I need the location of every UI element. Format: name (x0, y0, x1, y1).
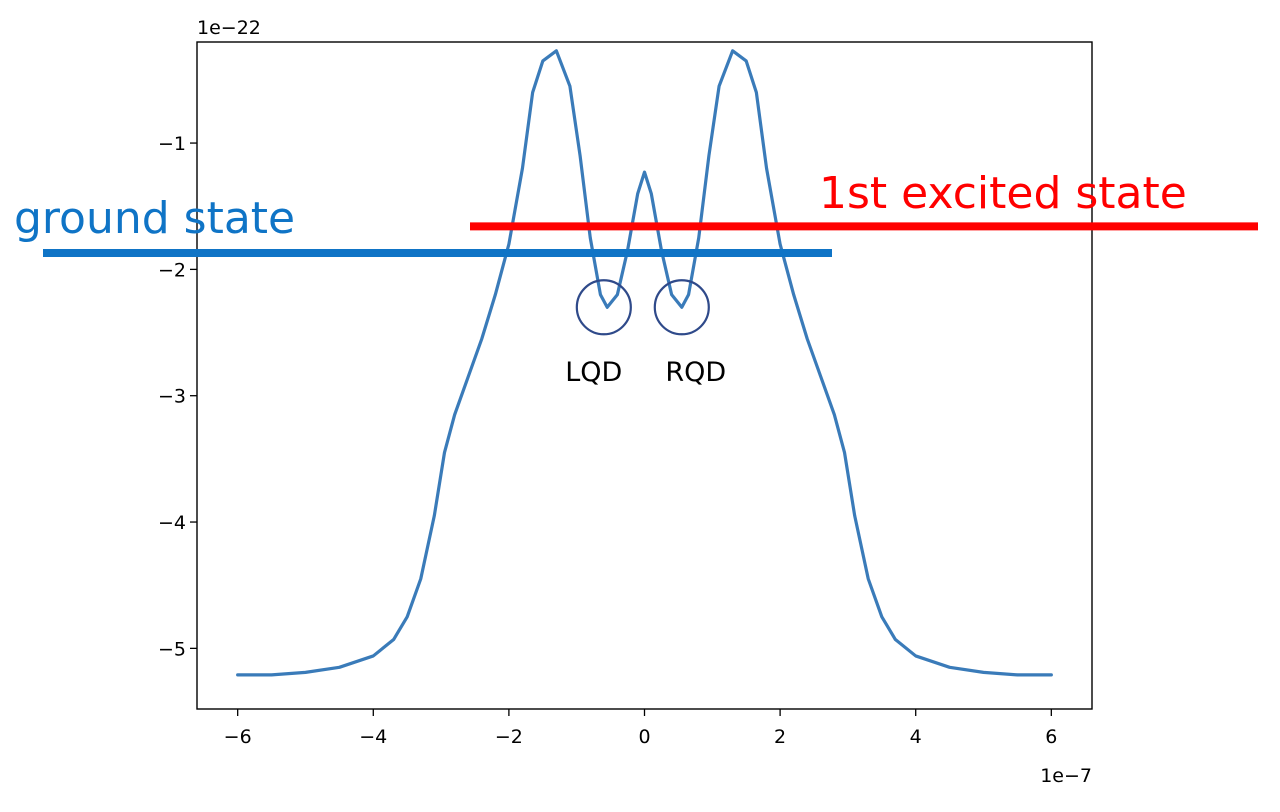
ground-state-label: ground state (14, 193, 295, 244)
x-tick-label: 0 (638, 726, 650, 748)
y-tick-label: −4 (158, 512, 186, 534)
x-tick-label: −4 (359, 726, 387, 748)
excited-state-label: 1st excited state (819, 168, 1187, 219)
x-offset-label: 1e−7 (1040, 765, 1092, 787)
rqd-label: RQD (665, 357, 726, 388)
y-tick-label: −5 (158, 638, 186, 660)
x-tick-label: −6 (224, 726, 252, 748)
y-tick-label: −1 (158, 133, 186, 155)
x-tick-label: 4 (910, 726, 922, 748)
x-tick-label: 6 (1045, 726, 1057, 748)
y-tick-label: −2 (158, 259, 186, 281)
x-tick-label: 2 (774, 726, 786, 748)
lqd-marker-circle (575, 279, 632, 336)
lqd-label: LQD (565, 357, 622, 388)
rqd-marker-circle (653, 279, 710, 336)
x-tick-label: −2 (495, 726, 523, 748)
y-offset-label: 1e−22 (197, 17, 261, 39)
series-line (236, 49, 1053, 677)
y-tick-label: −3 (158, 386, 186, 408)
line-series (236, 49, 1053, 677)
